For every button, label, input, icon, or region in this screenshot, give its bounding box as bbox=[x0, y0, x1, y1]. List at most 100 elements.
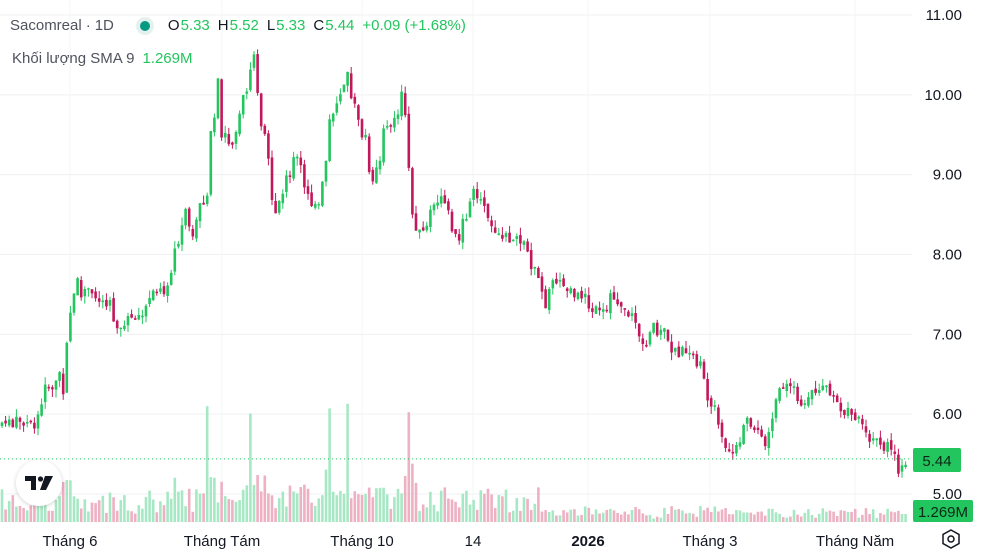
candle-body bbox=[753, 427, 756, 431]
price-tick-label: 8.00 bbox=[933, 247, 962, 264]
volume-legend[interactable]: Khối lượng SMA 9 1.269M bbox=[12, 50, 193, 67]
time-tick-label: Tháng Năm bbox=[816, 533, 894, 550]
volume-bar bbox=[587, 507, 591, 522]
volume-bar bbox=[18, 505, 22, 522]
volume-bar bbox=[889, 511, 893, 522]
volume-bar bbox=[324, 469, 328, 522]
volume-bar bbox=[709, 512, 713, 522]
candle-body bbox=[252, 54, 256, 68]
candle-body bbox=[583, 293, 587, 298]
candle-body bbox=[209, 131, 213, 195]
volume-bar bbox=[223, 496, 227, 522]
candle-body bbox=[292, 157, 295, 179]
candle-body bbox=[105, 299, 108, 307]
volume-bar bbox=[375, 488, 378, 522]
volume-bar bbox=[879, 513, 882, 522]
candle-body bbox=[742, 425, 745, 445]
candle-body bbox=[295, 156, 299, 159]
candle-body bbox=[310, 192, 313, 207]
candle-body bbox=[645, 344, 648, 347]
volume-bar bbox=[745, 512, 749, 522]
candle-body bbox=[843, 409, 846, 415]
volume-bar bbox=[346, 403, 349, 522]
time-axis[interactable]: Tháng 6 Tháng Tám Tháng 10 14 2026 Tháng 3 Thá… bbox=[42, 533, 894, 550]
volume-bar bbox=[126, 510, 130, 522]
candle-body bbox=[774, 399, 778, 419]
interval-label[interactable]: 1D bbox=[94, 17, 114, 34]
volume-bar bbox=[519, 510, 522, 522]
volume-bar bbox=[169, 498, 173, 522]
candle-body bbox=[267, 133, 270, 159]
candle-body bbox=[508, 232, 511, 243]
time-tick-label: Tháng Tám bbox=[184, 533, 260, 550]
candle-body bbox=[616, 299, 619, 305]
candle-body bbox=[87, 288, 90, 290]
candle-body bbox=[245, 91, 249, 94]
candle-body bbox=[846, 407, 850, 416]
volume-bar bbox=[717, 511, 720, 522]
volume-bar bbox=[843, 510, 846, 522]
market-status-icon[interactable] bbox=[139, 20, 150, 31]
candle-body bbox=[69, 312, 72, 342]
volume-bar bbox=[191, 511, 195, 522]
volume-bar bbox=[267, 493, 270, 522]
volume-bar bbox=[609, 508, 612, 522]
candle-body bbox=[223, 132, 227, 138]
candle-body bbox=[900, 465, 904, 472]
volume-bar bbox=[277, 498, 281, 522]
gear-icon[interactable] bbox=[939, 527, 963, 551]
candle-body bbox=[713, 405, 717, 407]
volume-bar bbox=[666, 513, 670, 522]
volume-bar bbox=[411, 463, 414, 522]
volume-bar bbox=[101, 495, 105, 522]
volume-bar bbox=[51, 510, 54, 522]
price-tick-label: 11.00 bbox=[926, 7, 962, 24]
candle-body bbox=[151, 290, 155, 301]
candle-body bbox=[270, 157, 274, 200]
volume-bar bbox=[594, 509, 598, 522]
volume-bar bbox=[479, 490, 483, 522]
candle-body bbox=[497, 233, 501, 236]
candle-body bbox=[515, 236, 519, 239]
volume-bar bbox=[789, 516, 792, 522]
volume-bar bbox=[637, 509, 641, 522]
candle-body bbox=[306, 186, 310, 194]
symbol-name[interactable]: Sacomreal bbox=[10, 17, 82, 34]
volume-bar bbox=[364, 493, 367, 522]
candle-body bbox=[504, 233, 508, 238]
candle-body bbox=[591, 308, 594, 312]
candle-body bbox=[857, 416, 861, 419]
volume-bar bbox=[123, 495, 126, 522]
candle-body bbox=[328, 119, 331, 161]
volume-bar bbox=[551, 510, 555, 522]
volume-bar bbox=[378, 487, 382, 522]
tradingview-logo-icon[interactable] bbox=[16, 460, 62, 506]
candle-body bbox=[94, 291, 97, 299]
candle-body bbox=[540, 276, 544, 292]
candle-body bbox=[673, 347, 677, 352]
price-axis[interactable]: 11.00 10.00 9.00 8.00 7.00 6.00 5.00 bbox=[924, 7, 962, 503]
volume-bar bbox=[630, 509, 634, 522]
candle-body bbox=[331, 113, 335, 122]
candle-body bbox=[288, 175, 292, 178]
candle-body bbox=[663, 328, 666, 332]
volume-bar bbox=[691, 513, 695, 522]
volume-legend-value: 1.269M bbox=[142, 50, 193, 67]
time-tick-label: 14 bbox=[465, 533, 482, 550]
volume-bar bbox=[393, 497, 396, 522]
candle-body bbox=[609, 293, 612, 314]
volume-bar bbox=[814, 517, 817, 522]
volume-bar bbox=[285, 506, 288, 522]
volume-bar bbox=[742, 512, 745, 522]
series-legend[interactable]: Sacomreal · 1D O 5.33 H 5.52 L 5.33 C 5.44 +… bbox=[10, 17, 466, 34]
candle-body bbox=[133, 318, 137, 320]
candle-body bbox=[18, 417, 22, 422]
volume-bar bbox=[756, 511, 760, 522]
candle-body bbox=[40, 404, 43, 416]
volume-bar bbox=[684, 513, 688, 522]
volume-bar bbox=[432, 504, 436, 522]
candle-body bbox=[213, 117, 216, 133]
candle-body bbox=[112, 298, 115, 322]
candle-body bbox=[187, 208, 191, 227]
